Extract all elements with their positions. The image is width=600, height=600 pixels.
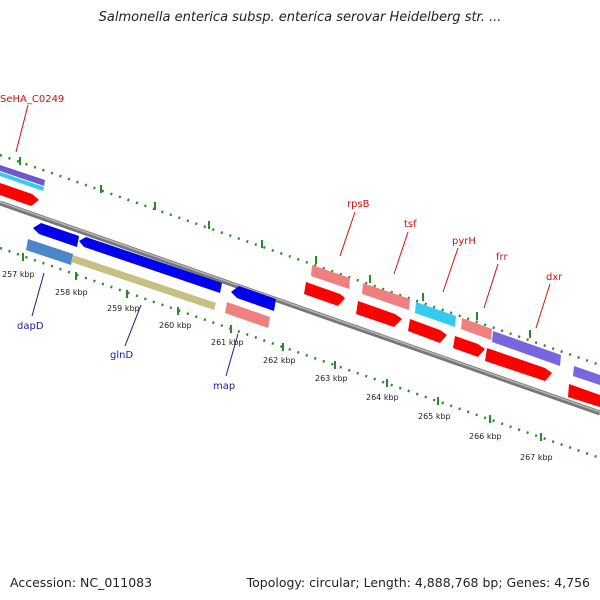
tick-label: 263 kbp (315, 374, 348, 383)
cds-map[interactable] (225, 302, 270, 328)
genome-summary-text: Topology: circular; Length: 4,888,768 bp… (246, 575, 590, 590)
forward-gene-labels: SeHA_C0249 rpsB tsf pyrH frr dxr (0, 94, 563, 329)
cds-edge-lavender (573, 366, 600, 385)
gene-label-rpsB[interactable]: rpsB (347, 199, 370, 210)
outer-major-ticks (19, 157, 531, 338)
tick-label: 265 kbp (418, 412, 451, 421)
cds-edge-red (568, 384, 600, 407)
gene-label-frr[interactable]: frr (496, 252, 508, 263)
cds-rpsB-red[interactable] (304, 282, 345, 306)
backbone (0, 200, 600, 416)
left-partial-features (0, 165, 45, 206)
outer-tick-ring (0, 153, 600, 367)
cds-tsf-red[interactable] (356, 301, 402, 327)
gene-label-SeHA_C0249[interactable]: SeHA_C0249 (0, 94, 64, 105)
cds-glnD-blue[interactable] (79, 237, 222, 293)
tick-label: 259 kbp (107, 304, 140, 313)
cds-dxr[interactable] (492, 331, 561, 366)
cds-fragment-cyan (0, 172, 44, 191)
reverse-gene-labels: dapD glnD map (17, 272, 239, 392)
cds-dapD[interactable] (26, 239, 73, 265)
cds-dapD-blue[interactable] (33, 223, 79, 247)
gene-label-dxr[interactable]: dxr (546, 272, 563, 283)
gene-label-pyrH[interactable]: pyrH (452, 236, 476, 247)
cds-pyrH-red[interactable] (408, 319, 447, 343)
cds-pyrH[interactable] (415, 302, 456, 327)
tick-label: 266 kbp (469, 432, 502, 441)
forward-strand-features (304, 265, 600, 407)
cds-rpsB[interactable] (311, 265, 350, 289)
cds-dxr-red[interactable] (485, 348, 552, 381)
tick-label: 262 kbp (263, 356, 296, 365)
inner-major-ticks (22, 253, 542, 441)
tick-label: 261 kbp (211, 338, 244, 347)
gene-label-glnD[interactable]: glnD (110, 350, 133, 361)
cds-frr[interactable] (461, 318, 492, 340)
tick-label: 258 kbp (55, 288, 88, 297)
gene-label-dapD[interactable]: dapD (17, 321, 44, 332)
reverse-strand-features (26, 223, 276, 328)
cds-map-blue[interactable] (231, 286, 276, 311)
gene-label-map[interactable]: map (213, 381, 235, 392)
cds-frr-red[interactable] (453, 336, 485, 357)
tick-labels: 257 kbp 258 kbp 259 kbp 260 kbp 261 kbp … (2, 270, 553, 462)
map-title: Salmonella enterica subsp. enterica sero… (98, 10, 502, 25)
gene-label-tsf[interactable]: tsf (404, 219, 417, 230)
accession-text: Accession: NC_011083 (10, 575, 153, 590)
tick-label: 267 kbp (520, 453, 553, 462)
cds-glnD[interactable] (71, 255, 216, 310)
inner-tick-ring (0, 246, 600, 460)
cds-fragment-red (0, 183, 39, 206)
tick-label: 257 kbp (2, 270, 35, 279)
tick-label: 260 kbp (159, 321, 192, 330)
cds-tsf[interactable] (362, 283, 410, 310)
tick-label: 264 kbp (366, 393, 399, 402)
cds-fragment-purple (0, 165, 45, 186)
